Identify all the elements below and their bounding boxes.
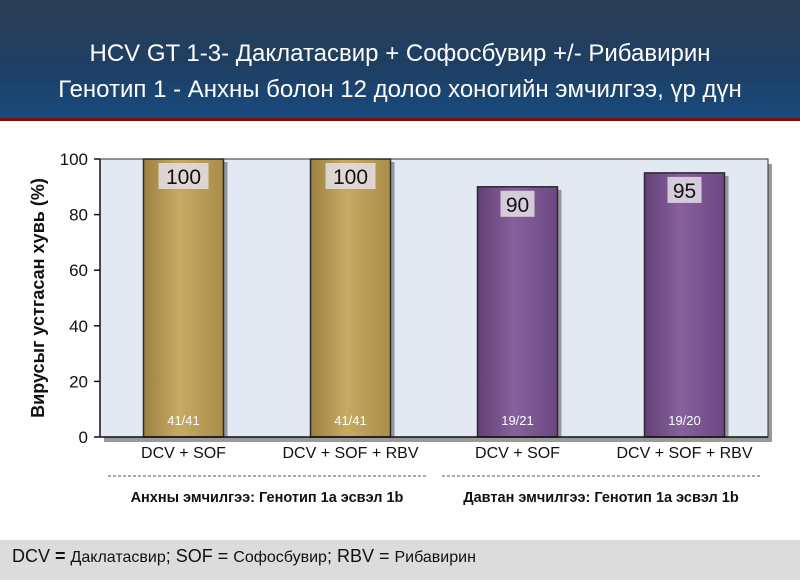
data-label: 100 <box>166 166 201 189</box>
x-tick-label: DCV + SOF + RBV <box>616 445 752 462</box>
data-label: 100 <box>333 166 368 189</box>
footer-bar <box>0 540 800 580</box>
footer-sep-2: ; <box>326 546 337 566</box>
footer-sep-1: ; <box>165 546 176 566</box>
footer-abbr-dcv: DCV <box>12 546 51 566</box>
y-tick-label: 80 <box>69 206 88 225</box>
footer-legend: DCV = Даклатасвир; SOF = Софосбувир; RBV… <box>12 546 476 567</box>
bar <box>476 186 559 438</box>
bar <box>643 172 726 438</box>
group-label: Давтан эмчилгээ: Генотип 1а эсвэл 1b <box>463 490 739 506</box>
footer-def-dcv: Даклатасвир <box>70 549 166 566</box>
y-axis-label: Вирусыг устгасан хувь (%) <box>28 178 48 418</box>
data-label-box <box>325 163 376 189</box>
y-tick-label: 0 <box>79 428 88 447</box>
y-tick-label: 20 <box>69 372 88 391</box>
title-header <box>0 0 800 118</box>
footer-equals-2: = <box>212 546 234 566</box>
x-tick-label: DCV + SOF <box>141 445 226 462</box>
slide-title-line-2: Генотип 1 - Анхны болон 12 долоо хоногий… <box>58 76 742 103</box>
data-label-box <box>158 163 209 189</box>
data-label: 90 <box>506 194 529 217</box>
footer-abbr-rbv: RBV <box>336 546 374 566</box>
bar-count-label: 41/41 <box>167 413 200 428</box>
bar-count-label: 19/20 <box>668 413 701 428</box>
y-tick-label: 60 <box>69 261 88 280</box>
footer-def-sof: Софосбувир <box>233 549 327 566</box>
data-label-box <box>667 176 702 203</box>
footer-equals-1: = <box>50 546 71 566</box>
bar-chart: 100 41/41 DCV + SOF 100 41/41 DCV + SOF + RBV… <box>28 150 772 506</box>
footer-equals-3: = <box>373 546 395 566</box>
data-label: 95 <box>673 180 696 203</box>
group-label: Анхны эмчилгээ: Генотип 1а эсвэл 1b <box>131 490 404 506</box>
slide-title-line-1: HCV GT 1-3- Даклатасвир + Софосбувир +/-… <box>89 40 711 67</box>
bar <box>142 158 225 438</box>
bar-count-label: 19/21 <box>501 413 534 428</box>
footer-abbr-sof: SOF <box>175 546 213 566</box>
data-label-box <box>500 190 535 217</box>
y-tick-label: 40 <box>69 317 88 336</box>
x-tick-label: DCV + SOF + RBV <box>282 445 418 462</box>
header-divider <box>0 118 800 121</box>
footer-def-rbv: Рибавирин <box>394 549 476 566</box>
x-tick-label: DCV + SOF <box>475 445 560 462</box>
y-tick-label: 100 <box>60 150 88 169</box>
bar <box>309 158 392 438</box>
bar-count-label: 41/41 <box>334 413 367 428</box>
